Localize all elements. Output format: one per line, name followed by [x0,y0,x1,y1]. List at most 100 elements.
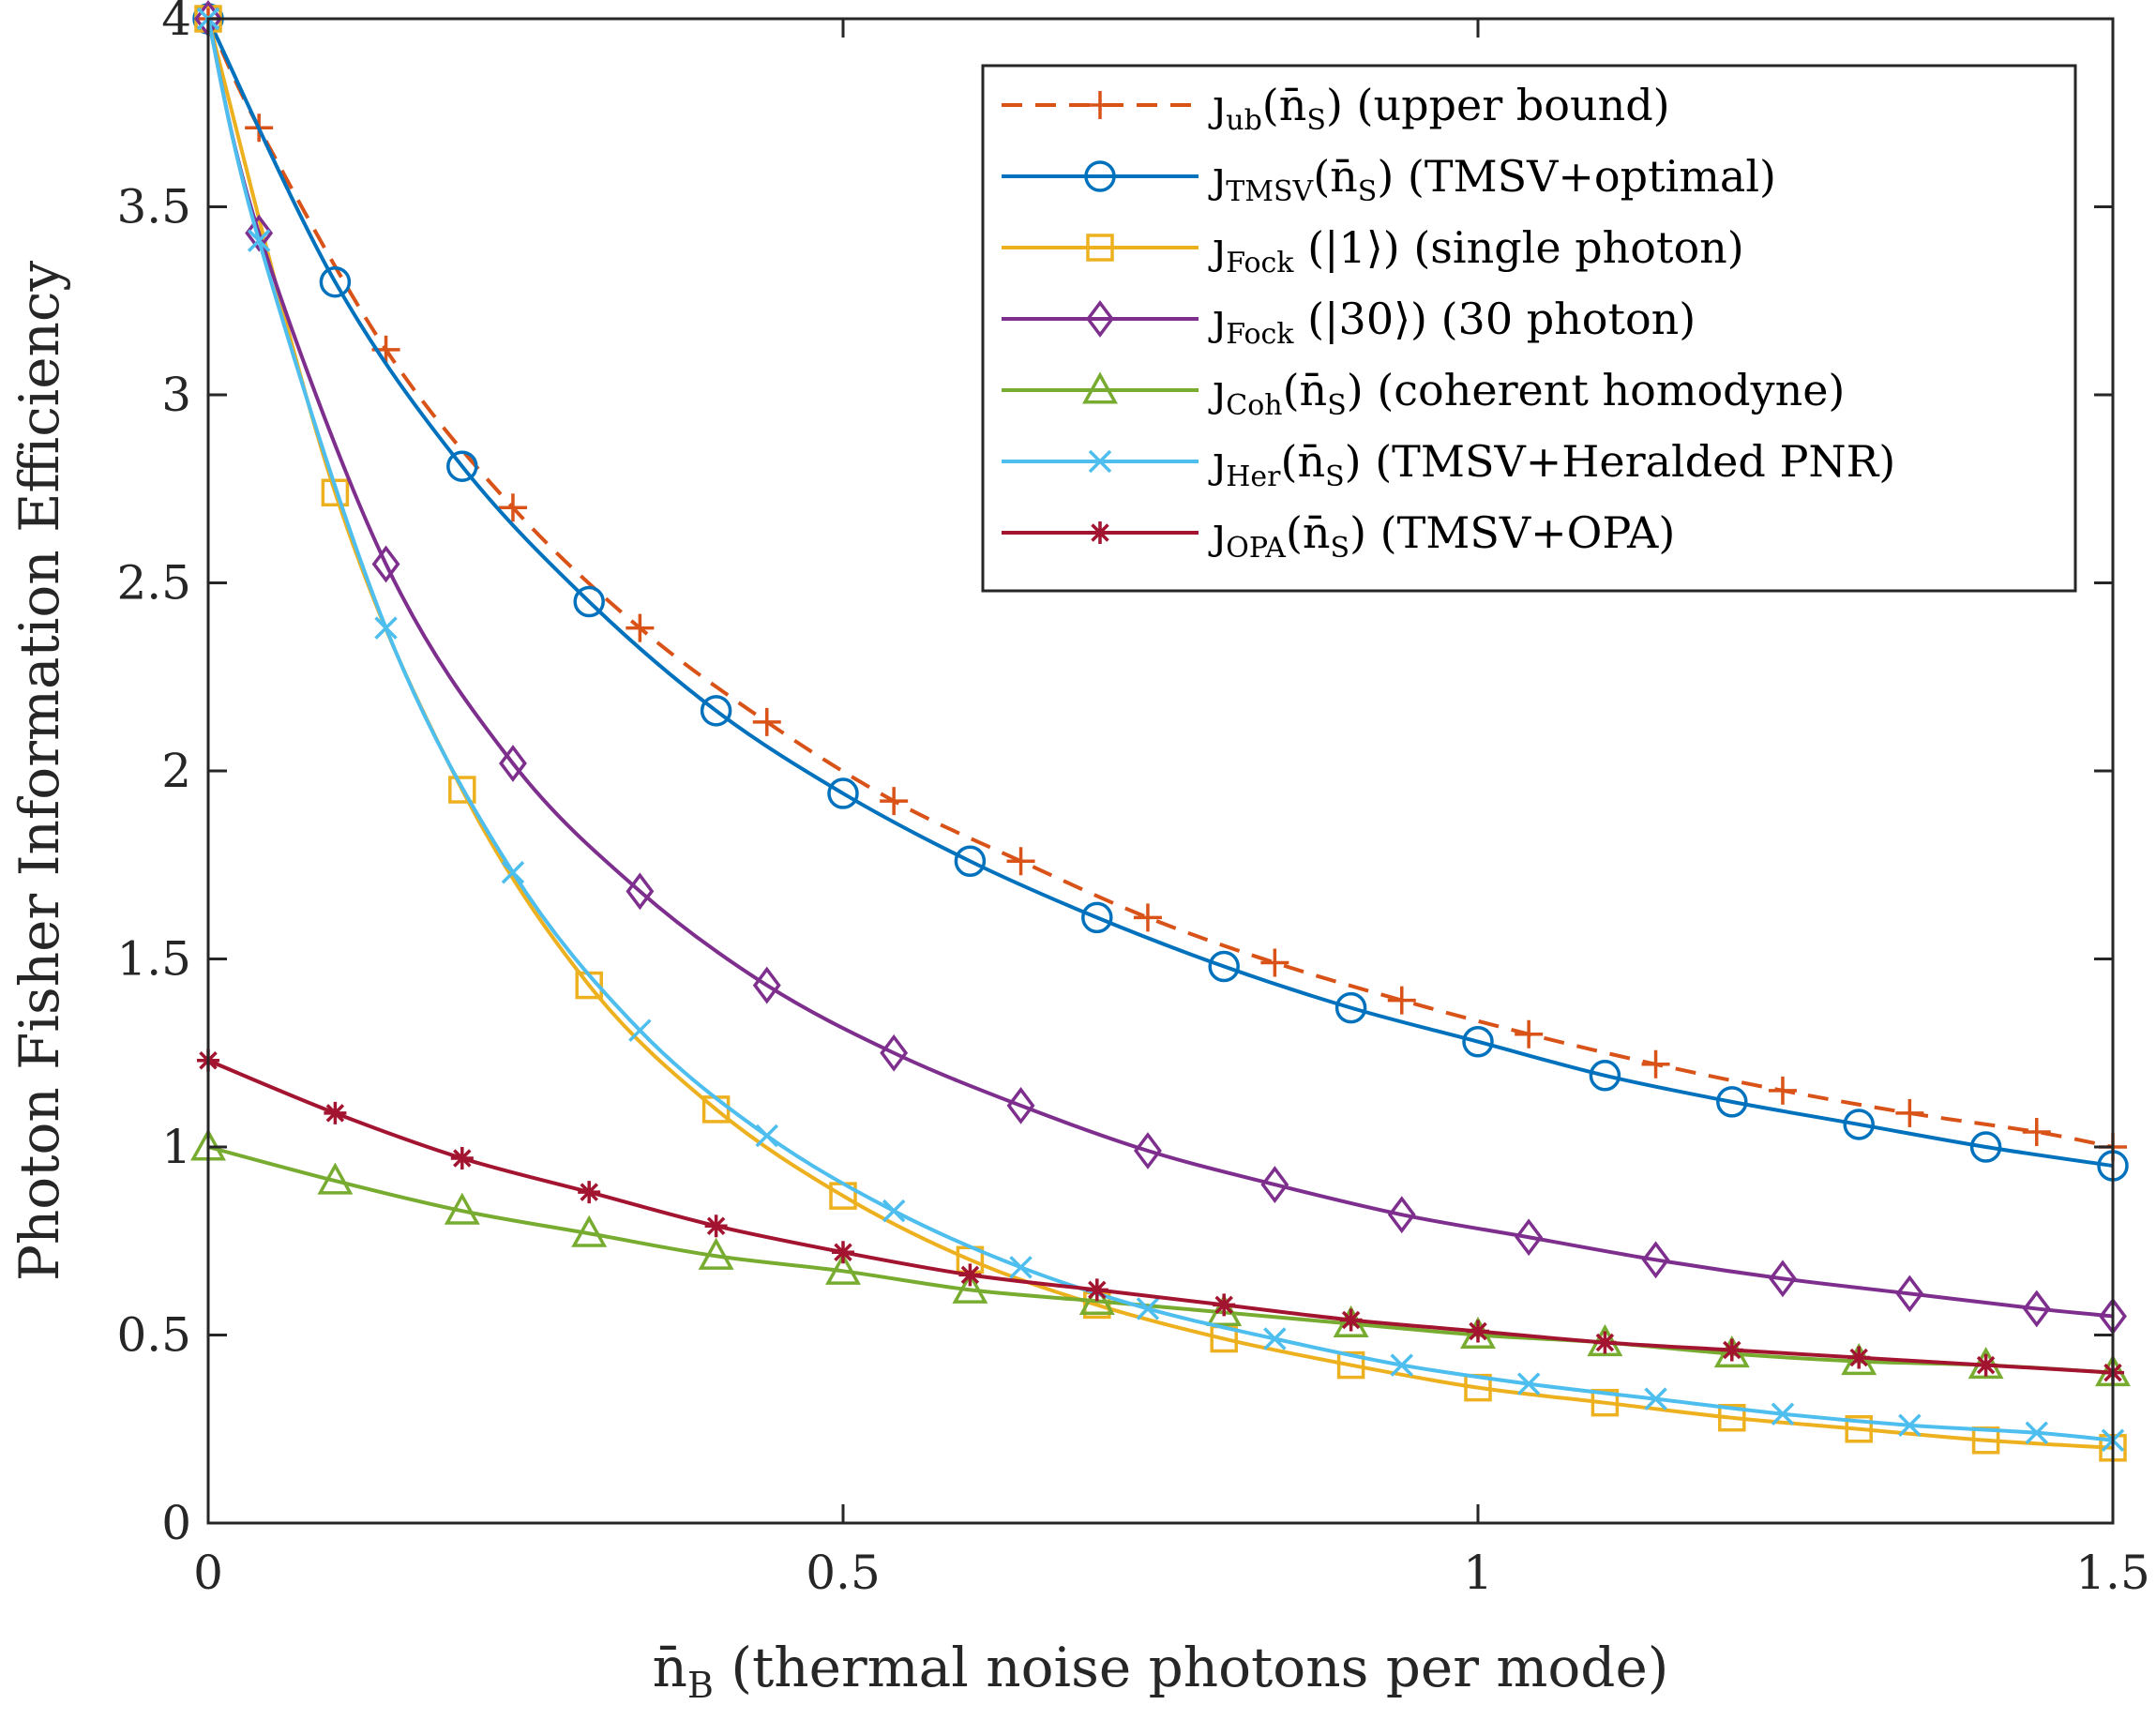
data-point-1-8 [1208,950,1240,983]
data-point-6-1 [324,1101,347,1124]
legend-label-6: ȷOPA(n̄S) (TMSV+OPA) [1208,507,1675,565]
data-point-1-7 [1081,901,1113,934]
data-point-1-12 [1716,1086,1748,1118]
series-line-6 [207,1058,2114,1375]
data-point-3-4 [626,872,655,911]
legend-entry-2: ȷFock (|1⟩) (single photon) [1002,222,1744,279]
data-point-2-11 [1591,1388,1620,1417]
y-tick-label-5: 2.5 [116,556,191,611]
legend-box [981,64,2077,593]
data-point-1-10 [1462,1025,1494,1058]
data-point-6-7 [1085,1278,1108,1302]
legend-label-4: ȷCoh(n̄S) (coherent homodyne) [1208,365,1845,422]
legend-entry-1: ȷTMSV(n̄S) (TMSV+optimal) [1002,151,1776,208]
legend-label-1: ȷTMSV(n̄S) (TMSV+optimal) [1208,151,1776,208]
data-point-3-14 [1895,1275,1924,1313]
legend-entry-6: ȷOPA(n̄S) (TMSV+OPA) [1002,507,1675,565]
data-point-0-9 [1260,948,1289,977]
data-point-3-7 [1006,1086,1035,1124]
data-point-6-4 [704,1215,728,1238]
data-point-5-9 [1263,1327,1287,1350]
data-point-5-11 [1516,1372,1541,1396]
y-axis-label: Photon Fisher Information Efficiency [8,261,71,1282]
data-point-0-14 [1895,1098,1924,1127]
data-point-0-3 [498,493,527,522]
legend-label-0: ȷub(n̄S) (upper bound) [1208,80,1670,137]
legend-marker-4 [1082,371,1118,404]
data-point-4-2 [444,1192,480,1225]
data-point-0-5 [752,707,781,736]
data-point-4-3 [571,1215,608,1247]
data-point-5-3 [501,861,525,884]
data-point-4-6 [952,1271,988,1304]
legend-marker-5 [1088,449,1112,474]
data-point-1-1 [319,265,352,298]
legend-marker-0 [1086,91,1114,119]
y-tick-label-4: 2 [161,744,191,798]
legend-entry-5: ȷHer(n̄S) (TMSV+Heralded PNR) [1002,436,1895,493]
data-point-5-14 [1898,1413,1922,1437]
data-point-5-12 [1644,1387,1667,1411]
data-point-6-10 [1467,1320,1489,1343]
data-point-1-6 [954,845,987,877]
data-point-4-5 [825,1252,861,1285]
data-point-0-12 [1641,1049,1670,1079]
legend-label-5: ȷHer(n̄S) (TMSV+Heralded PNR) [1208,436,1895,493]
data-point-6-3 [578,1181,601,1204]
data-point-6-6 [958,1263,982,1287]
data-point-1-14 [1969,1131,2002,1163]
data-point-1-5 [827,777,859,809]
legend-entry-4: ȷCoh(n̄S) (coherent homodyne) [1002,365,1845,422]
x-tick-label-1: 0.5 [806,1546,881,1600]
data-point-5-6 [882,1199,906,1223]
data-point-2-2 [448,776,476,804]
data-point-2-1 [321,478,350,507]
y-tick-label-0: 0 [161,1496,191,1550]
data-point-0-8 [1133,903,1162,932]
data-point-6-11 [1593,1331,1617,1354]
series-1 [192,3,2129,1182]
data-point-1-2 [446,450,478,482]
data-point-5-7 [1009,1256,1033,1279]
series-line-1 [206,18,2114,1169]
y-tick-label-8: 4 [161,0,191,46]
data-point-3-5 [752,966,781,1004]
y-tick-label-7: 3.5 [116,180,191,234]
data-point-0-7 [1006,847,1035,876]
data-point-6-2 [450,1147,474,1170]
x-axis-label: n̄B (thermal noise photons per mode) [653,1636,1669,1706]
data-point-5-1 [247,229,271,252]
data-point-3-2 [371,545,400,583]
data-point-3-1 [245,214,274,252]
data-point-0-6 [880,787,909,816]
legend-entry-3: ȷFock (|30⟩) (30 photon) [1002,294,1696,351]
data-point-0-4 [626,613,655,642]
data-point-6-12 [1720,1338,1743,1362]
data-point-1-4 [700,695,732,727]
data-point-4-4 [698,1237,734,1270]
legend-marker-1 [1084,160,1116,192]
x-tick-label-0: 0 [193,1546,223,1600]
data-point-5-4 [628,1018,652,1042]
data-point-3-15 [2022,1290,2051,1328]
data-point-1-9 [1334,991,1367,1024]
axes-layer: 0 0.5 1 1.5 0 0.5 1 1.5 2 2.5 3 3.5 4 [116,0,2149,1600]
y-tick-label-6: 3 [161,368,191,422]
series-line-3 [206,18,2114,1319]
legend-label-3: ȷFock (|30⟩) (30 photon) [1208,294,1696,351]
data-point-3-8 [1134,1132,1162,1169]
data-point-0-15 [2022,1117,2051,1146]
data-point-6-9 [1339,1308,1363,1332]
legend-entry-0: ȷub(n̄S) (upper bound) [1002,80,1670,137]
data-point-5-13 [1771,1402,1795,1426]
x-tick-label-3: 1.5 [2075,1546,2150,1600]
data-point-0-13 [1768,1076,1797,1105]
x-tick-label-2: 1 [1463,1546,1493,1600]
y-tick-label-1: 0.5 [116,1308,191,1363]
data-point-3-10 [1387,1196,1416,1234]
data-point-3-13 [1769,1260,1797,1298]
y-tick-label-2: 1 [161,1120,191,1174]
data-point-0-10 [1387,986,1416,1015]
data-point-3-3 [499,745,527,782]
data-point-6-8 [1213,1293,1236,1317]
